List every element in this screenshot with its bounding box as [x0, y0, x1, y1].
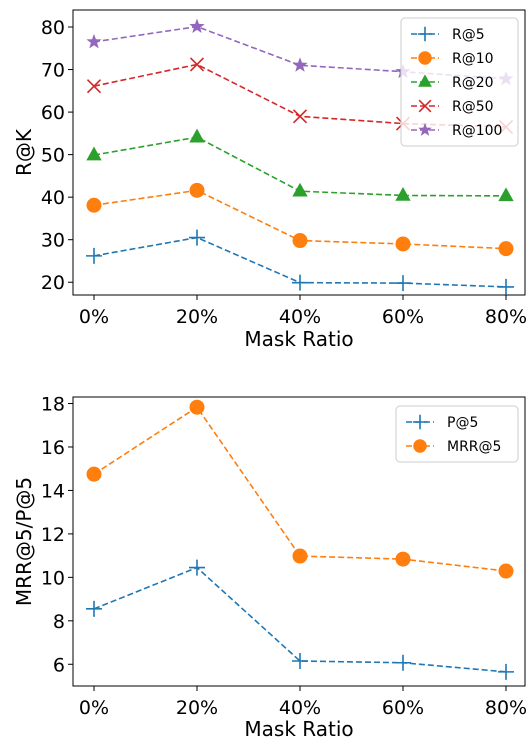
legend-label: P@5 [447, 415, 478, 431]
series-r-20 [86, 128, 514, 202]
legend-label: R@20 [452, 75, 494, 91]
data-point [86, 466, 102, 482]
x-axis-title: Mask Ratio [244, 717, 353, 740]
legend-marker [412, 414, 428, 430]
data-point [86, 197, 102, 213]
legend-label: R@10 [452, 51, 494, 67]
data-point [292, 233, 308, 249]
y-axis-title: MRR@5/P@5 [12, 477, 36, 606]
plot-frame [72, 396, 526, 687]
data-point [86, 33, 102, 49]
data-point [189, 182, 205, 198]
data-point [86, 79, 102, 94]
y-tick-label: 60 [41, 102, 65, 124]
legend-label: R@100 [452, 123, 502, 139]
data-point [189, 229, 205, 246]
legend-item: P@5 [406, 414, 478, 431]
data-point [395, 186, 411, 201]
data-point [189, 399, 205, 415]
y-axis-title: R@K [12, 128, 36, 176]
data-point [189, 128, 205, 143]
data-point [395, 654, 411, 671]
data-point [189, 57, 205, 72]
legend-item: R@100 [411, 122, 502, 139]
x-tick-label: 60% [382, 697, 424, 719]
y-tick-label: 10 [41, 567, 65, 589]
legend-box [395, 405, 519, 463]
series-line [93, 566, 507, 673]
legend-label: MRR@5 [447, 439, 501, 455]
x-axis-title: Mask Ratio [244, 327, 353, 351]
y-tick-label: 12 [41, 524, 65, 546]
x-tick-label: 40% [279, 306, 321, 328]
data-point [395, 275, 411, 292]
series-r-10 [86, 182, 514, 257]
y-tick-label: 80 [41, 17, 65, 39]
data-point [292, 57, 308, 72]
legend-marker [417, 26, 433, 42]
x-tick-label: 60% [382, 306, 424, 328]
legend-marker [418, 99, 432, 113]
chart-bottom: 6 8 10 12 14 16 18 0% 20% 40% 60% 80% Mask Ratio MRR@… [12, 394, 527, 740]
series-p-5 [86, 559, 514, 680]
data-point [86, 146, 102, 161]
x-tick-label: 20% [176, 306, 218, 328]
legend-marker [413, 439, 427, 453]
y-tick-label: 50 [41, 145, 65, 167]
data-point [498, 187, 514, 202]
data-point [292, 653, 308, 670]
data-point [292, 274, 308, 291]
y-tick-label: 20 [41, 272, 65, 294]
data-point [292, 109, 308, 124]
y-tick-label: 30 [41, 230, 65, 252]
y-tick-label: 70 [41, 60, 65, 82]
x-tick-label: 80% [485, 306, 527, 328]
legend-item: R@50 [411, 99, 494, 115]
data-point [189, 559, 205, 576]
x-tick-label: 80% [485, 697, 527, 719]
data-point [292, 182, 308, 197]
legend-box [400, 17, 519, 147]
y-tick-label: 18 [41, 394, 65, 416]
data-point [86, 247, 102, 264]
series-mrr-5 [86, 399, 514, 579]
data-point [189, 18, 205, 34]
y-tick-label: 40 [41, 187, 65, 209]
legend-item: R@5 [411, 26, 485, 43]
data-point [292, 548, 308, 564]
plot-frame [72, 9, 526, 296]
data-point [395, 551, 411, 567]
legend-item: MRR@5 [406, 439, 501, 455]
legend-label: R@50 [452, 99, 494, 115]
legend: R@5 R@10 R@20 R@50 R@100 [400, 17, 519, 147]
x-tick-label: 0% [79, 697, 109, 719]
data-point [498, 241, 514, 257]
legend-label: R@5 [452, 27, 485, 43]
series-r-5 [86, 229, 514, 295]
legend-marker [418, 74, 432, 87]
y-tick-label: 8 [53, 611, 65, 633]
data-point [86, 600, 102, 617]
legend: P@5 MRR@5 [395, 405, 519, 463]
data-point [395, 236, 411, 252]
series-line [93, 406, 507, 572]
legend-marker [418, 122, 432, 136]
data-point [498, 563, 514, 579]
data-point [498, 278, 514, 295]
y-tick-label: 16 [41, 437, 65, 459]
legend-item: R@20 [411, 74, 494, 91]
data-point [498, 663, 514, 680]
chart-top: 20 30 40 50 60 70 80 0% 20% 40% 60% 80% Mask Ratio R@… [12, 9, 527, 351]
x-tick-label: 20% [176, 697, 218, 719]
y-tick-label: 14 [41, 480, 65, 502]
y-tick-label: 6 [53, 654, 65, 676]
x-tick-label: 40% [279, 697, 321, 719]
x-tick-label: 0% [79, 306, 109, 328]
legend-item: R@10 [411, 51, 494, 67]
legend-marker [418, 51, 432, 65]
